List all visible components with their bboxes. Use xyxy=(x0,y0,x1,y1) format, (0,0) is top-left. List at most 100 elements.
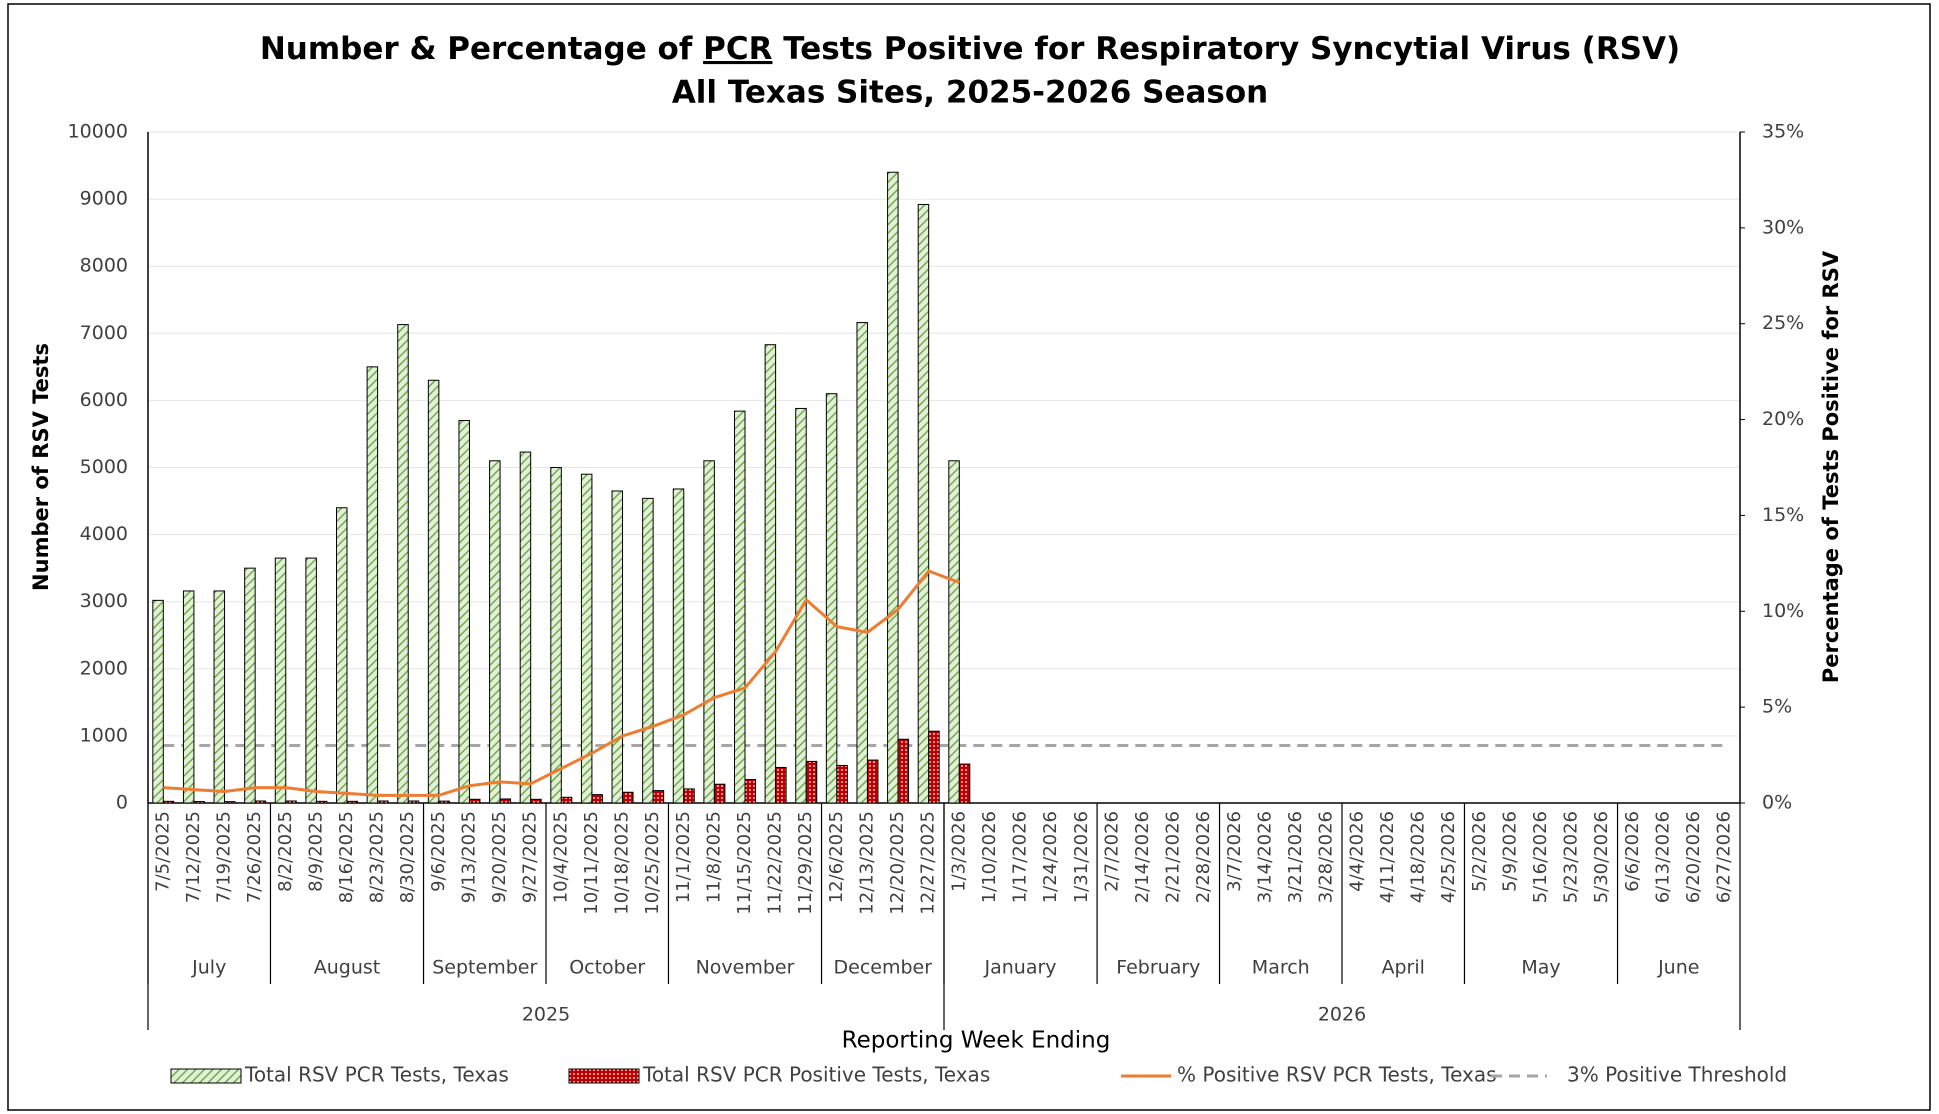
legend-swatch xyxy=(568,1068,640,1084)
bar xyxy=(825,393,838,804)
bar xyxy=(856,322,868,804)
month-label: April xyxy=(1382,957,1425,979)
bar xyxy=(550,467,562,804)
x-tick-label: 2/28/2026 xyxy=(1193,811,1214,903)
month-label: July xyxy=(191,957,226,979)
bar xyxy=(274,557,287,804)
bar xyxy=(887,171,899,804)
x-tick-label: 10/4/2025 xyxy=(550,811,571,903)
y-tick-label: 7000 xyxy=(80,322,128,344)
x-tick-label: 5/30/2026 xyxy=(1591,811,1612,903)
bar xyxy=(958,763,971,804)
chart-subtitle: All Texas Sites, 2025-2026 Season xyxy=(672,75,1268,111)
x-tick-label: 9/6/2025 xyxy=(428,811,449,892)
month-label: June xyxy=(1657,957,1699,979)
x-tick-label: 7/19/2025 xyxy=(214,811,235,903)
x-tick-label: 3/14/2026 xyxy=(1254,811,1275,903)
month-label: February xyxy=(1116,957,1200,979)
bar xyxy=(315,800,328,804)
month-label: November xyxy=(696,957,795,979)
bar xyxy=(407,800,420,804)
bar xyxy=(530,798,542,804)
bar xyxy=(346,800,358,804)
bar xyxy=(928,730,940,804)
bar xyxy=(897,738,910,804)
line xyxy=(163,569,960,797)
bar xyxy=(652,790,665,804)
bar xyxy=(336,507,348,804)
x-tick-label: 4/11/2026 xyxy=(1377,811,1398,903)
x-tick-label: 1/24/2026 xyxy=(1040,811,1061,903)
x-tick-label: 11/22/2025 xyxy=(765,811,786,915)
bar xyxy=(458,420,470,804)
bar xyxy=(305,557,317,804)
bar xyxy=(427,379,440,804)
bar xyxy=(560,796,573,804)
x-tick-label: 7/26/2025 xyxy=(244,811,265,903)
bar xyxy=(377,800,389,804)
bar xyxy=(213,590,226,804)
y-tick-label: 3000 xyxy=(80,590,128,612)
bar xyxy=(224,801,236,804)
x-tick-label: 8/23/2025 xyxy=(367,811,388,903)
bar xyxy=(683,788,695,804)
x-tick-label: 12/27/2025 xyxy=(918,811,939,915)
x-tick-label: 2/7/2026 xyxy=(1101,811,1122,892)
year-label: 2025 xyxy=(522,1004,570,1026)
x-tick-label: 3/28/2026 xyxy=(1316,811,1337,903)
x-tick-label: 6/6/2026 xyxy=(1622,811,1643,892)
y2-tick-label: 35% xyxy=(1762,121,1804,143)
legend-label: Total RSV PCR Positive Tests, Texas xyxy=(642,1063,990,1087)
y2-tick-label: 15% xyxy=(1762,504,1804,526)
y2-tick-label: 25% xyxy=(1762,312,1804,334)
x-tick-label: 9/27/2025 xyxy=(520,811,541,903)
y2-tick-label: 0% xyxy=(1762,792,1792,814)
title-part: Number & Percentage of xyxy=(260,31,703,67)
x-tick-label: 3/21/2026 xyxy=(1285,811,1306,903)
x-tick-label: 12/20/2025 xyxy=(887,811,908,915)
y-tick-label: 2000 xyxy=(80,657,128,679)
bar xyxy=(489,460,501,804)
x-tick-label: 1/3/2026 xyxy=(948,811,969,892)
bar xyxy=(948,460,960,804)
y-tick-label: 8000 xyxy=(80,255,128,277)
x-tick-label: 4/4/2026 xyxy=(1346,811,1367,892)
bar xyxy=(775,766,787,804)
bar xyxy=(836,764,848,804)
y-tick-label: 0 xyxy=(116,792,128,814)
bar xyxy=(397,324,409,804)
bar xyxy=(866,759,879,804)
y2-tick-label: 5% xyxy=(1762,696,1792,718)
bar xyxy=(591,794,603,804)
month-label: December xyxy=(834,957,933,979)
y2-tick-label: 30% xyxy=(1762,216,1804,238)
y-tick-label: 4000 xyxy=(80,523,128,545)
bar xyxy=(152,599,164,804)
y-tick-label: 10000 xyxy=(68,121,128,143)
bar xyxy=(519,451,532,804)
x-tick-label: 9/20/2025 xyxy=(489,811,510,903)
x-tick-label: 2/21/2026 xyxy=(1163,811,1184,903)
x-tick-label: 9/13/2025 xyxy=(458,811,479,903)
bar xyxy=(162,800,175,804)
x-tick-label: 5/9/2026 xyxy=(1499,811,1520,892)
x-tick-label: 5/23/2026 xyxy=(1561,811,1582,903)
title-part: Tests Positive for Respiratory Syncytial… xyxy=(772,31,1680,67)
x-tick-label: 10/11/2025 xyxy=(581,811,602,915)
legend-label: % Positive RSV PCR Tests, Texas xyxy=(1177,1063,1497,1087)
bar xyxy=(642,497,654,804)
bar xyxy=(499,798,512,804)
month-label: August xyxy=(314,957,381,979)
bar xyxy=(468,798,481,804)
x-tick-label: 10/25/2025 xyxy=(642,811,663,915)
x-tick-label: 12/6/2025 xyxy=(826,811,847,903)
month-label: September xyxy=(432,957,537,979)
y-tick-label: 6000 xyxy=(80,389,128,411)
x-tick-label: 5/16/2026 xyxy=(1530,811,1551,903)
x-tick-label: 6/20/2026 xyxy=(1683,811,1704,903)
year-label: 2026 xyxy=(1318,1004,1366,1026)
legend-swatch xyxy=(170,1068,242,1084)
y2-tick-label: 20% xyxy=(1762,408,1804,430)
bar xyxy=(182,590,195,804)
